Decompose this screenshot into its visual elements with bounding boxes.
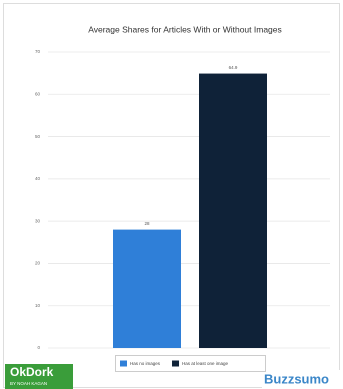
logo-box [5,364,73,389]
bar [199,73,267,349]
legend-frame [115,355,266,372]
y-tick-label: 10 [35,303,41,308]
y-tick-label: 70 [35,49,41,54]
data-label: 28 [144,221,150,226]
y-tick-label: 0 [37,345,40,350]
logo-text: OkDork [10,365,54,379]
legend-swatch [172,360,180,367]
y-tick-label: 40 [35,176,41,181]
chart-title: Average Shares for Articles With or With… [88,24,282,34]
legend-swatch [120,360,127,367]
logo-left: OkDork BY NOAH KAGAN [5,364,73,389]
y-tick-label: 20 [35,261,41,266]
data-label: 64.9 [229,65,238,70]
logo-right: Buzzsumo [264,371,329,386]
legend: Has no images Has at least one image [115,355,266,372]
legend-label: Has no images [130,361,161,366]
logo-right-bg [262,370,340,389]
y-tick-label: 50 [35,134,41,139]
bar [113,229,181,348]
logo-subtext: BY NOAH KAGAN [10,381,47,386]
y-tick-label: 30 [35,218,41,223]
legend-label: Has at least one image [182,361,229,366]
y-tick-label: 60 [35,91,41,96]
